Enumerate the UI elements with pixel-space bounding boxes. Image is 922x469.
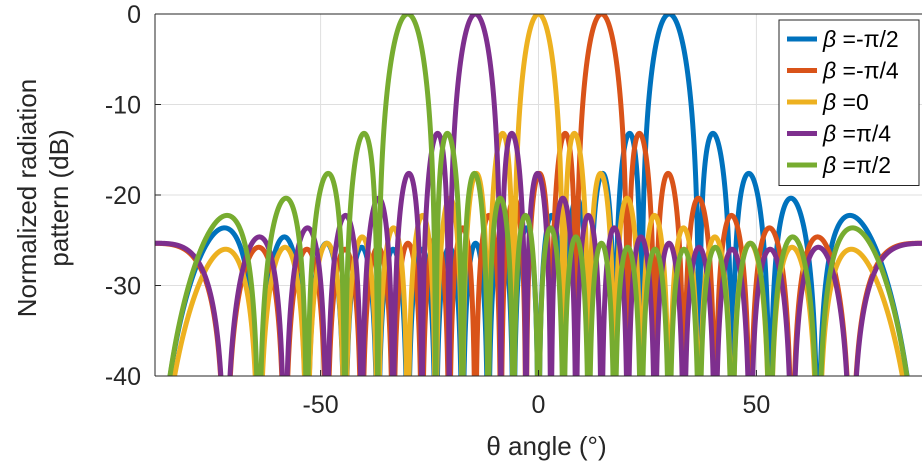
y-tick-label: -20 [105, 182, 141, 210]
axis-labels: θ angle (°) Normalized radiationpattern … [12, 79, 607, 461]
y-tick-label: -40 [105, 363, 141, 391]
legend-item: β =π/2 [787, 152, 891, 178]
legend-label: β =0 [822, 89, 869, 115]
legend-label: β =-π/4 [822, 58, 899, 84]
y-tick-label: 0 [127, 1, 141, 29]
x-axis-label: θ angle (°) [486, 431, 606, 461]
y-axis-label: Normalized radiationpattern (dB) [12, 79, 74, 317]
y-axis-label-line: pattern (dB) [44, 129, 74, 266]
y-tick-label: -30 [105, 273, 141, 301]
series-layer [155, 14, 922, 376]
legend-symbol: β [822, 89, 836, 115]
legend-value: =-π/4 [836, 58, 899, 84]
tick-labels: -50 0 50 0 -10 -20 -30 -40 [105, 1, 770, 419]
legend-value: =0 [836, 89, 869, 115]
y-axis-label-line: Normalized radiation [12, 79, 42, 317]
series-line-5 [167, 14, 910, 376]
x-tick-label: 0 [532, 391, 546, 419]
legend-label: β =π/4 [822, 121, 891, 147]
legend-value: =π/2 [836, 152, 891, 178]
series-line-3 [172, 14, 905, 376]
legend-symbol: β [822, 26, 836, 52]
legend-symbol: β [822, 121, 836, 147]
legend-item: β =π/4 [787, 121, 891, 147]
y-tick-label: -10 [105, 92, 141, 120]
x-tick-label: -50 [303, 391, 339, 419]
legend: β =-π/2β =-π/4β =0β =π/4β =π/2 [778, 19, 920, 186]
legend-symbol: β [822, 152, 836, 178]
legend-value: =π/4 [836, 121, 891, 147]
legend-item: β =0 [787, 89, 869, 115]
series-line-4 [155, 14, 922, 376]
axes-layer [154, 13, 922, 377]
legend-label: β =-π/2 [822, 26, 899, 52]
legend-symbol: β [822, 58, 836, 84]
legend-value: =-π/2 [836, 26, 899, 52]
legend-item: β =-π/2 [787, 26, 899, 52]
x-tick-label: 50 [742, 391, 770, 419]
legend-item: β =-π/4 [787, 58, 899, 84]
series-line-1 [167, 14, 910, 376]
legend-label: β =π/2 [822, 152, 891, 178]
